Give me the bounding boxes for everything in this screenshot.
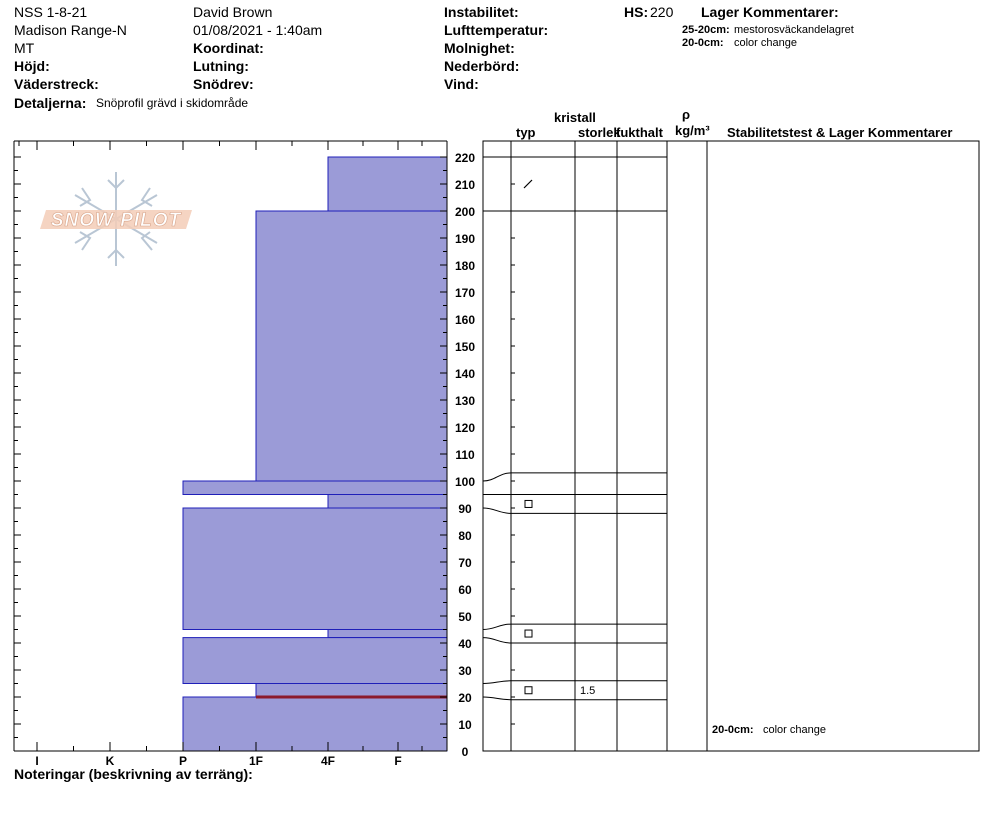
profile-name: NSS 1-8-21 [14,4,88,20]
storlek-header: storlek [578,125,621,140]
hardness-layer-3 [327,494,448,509]
koordinat-label: Koordinat: [193,40,264,56]
hs-label: HS: [624,4,649,20]
typ-header: typ [516,125,536,140]
hardness-layer-4 [182,507,448,630]
crystal-symbol-decomposing [523,179,533,189]
stability-note-text: color change [763,724,826,736]
layer-connector [482,623,512,630]
stability-header: Stabilitetstest & Lager Kommentarer [727,125,953,140]
layer-connector [482,507,512,514]
range-name: Madison Range-N [14,22,127,38]
hardness-label-P: P [179,754,187,768]
hs-value: 220 [650,4,674,20]
depth-label-210: 210 [455,178,475,192]
fukthalt-header: fukthalt [616,125,663,140]
depth-label-180: 180 [455,259,475,273]
depth-label-130: 130 [455,394,475,408]
layer-connector [482,680,512,684]
depth-label-60: 60 [458,583,472,597]
comment-text-1: mestorosväckandelagret [734,24,854,36]
hardness-layer-8 [182,696,448,752]
hojd-label: Höjd: [14,58,50,74]
state-name: MT [14,40,35,56]
detaljerna-value: Snöprofil grävd i skidområde [96,96,249,110]
depth-label-40: 40 [458,637,472,651]
lutning-label: Lutning: [193,58,249,74]
hardness-label-1F: 1F [249,754,263,768]
observer-name: David Brown [193,4,273,20]
depth-label-120: 120 [455,421,475,435]
depth-label-200: 200 [455,205,475,219]
rho-header: ρ [682,107,691,122]
depth-label-150: 150 [455,340,475,354]
hardness-layer-7 [255,683,448,698]
hardness-frame: I K P 1F 4F F [13,140,447,768]
depth-label-160: 160 [455,313,475,327]
snodrev-label: Snödrev: [193,76,254,92]
crystal-table-frame [482,140,980,752]
depth-label-190: 190 [455,232,475,246]
layer-connector [482,696,512,701]
depth-label-140: 140 [455,367,475,381]
vind-label: Vind: [444,76,479,92]
molnighet-label: Molnighet: [444,40,515,56]
vaderstreck-label: Väderstreck: [14,76,99,92]
crystal-symbol-faceted [524,629,533,638]
hardness-label-I: I [35,754,38,768]
depth-label-220: 220 [455,151,475,165]
detaljerna-label: Detaljerna: [14,95,87,111]
hardness-layer-1 [255,210,448,482]
depth-label-170: 170 [455,286,475,300]
hardness-layer-0 [327,156,448,212]
comment-depth-2: 20-0cm: [682,37,724,49]
depth-label-30: 30 [458,664,472,678]
depth-label-110: 110 [455,448,475,462]
density-unit-header: kg/m³ [675,123,710,138]
depth-label-80: 80 [458,529,472,543]
depth-label-0: 0 [462,745,469,759]
crystal-table [482,140,980,752]
hardness-layer-2 [182,480,448,495]
instabilitet-label: Instabilitet: [444,4,519,20]
layer-connector [482,472,512,482]
hardness-label-K: K [106,754,115,768]
depth-label-50: 50 [458,610,472,624]
lufttemperatur-label: Lufttemperatur: [444,22,549,38]
depth-ticks: 0 10 20 30 40 50 60 70 80 90 100 110 120 130 140 150 160… [14,141,475,759]
hardness-layer-5 [327,629,448,639]
noteringar-label: Noteringar (beskrivning av terräng): [14,766,253,782]
comment-text-2: color change [734,37,797,49]
depth-label-70: 70 [458,556,472,570]
hardness-layers [182,156,448,752]
lager-kommentarer-label: Lager Kommentarer: [701,4,839,20]
kristall-header: kristall [554,110,596,125]
layer-connector [482,637,512,644]
hardness-layer-6 [182,637,448,684]
depth-label-10: 10 [458,718,472,732]
crystal-symbol-faceted [524,686,533,695]
stability-note-depth: 20-0cm: [712,724,754,736]
comment-depth-1: 25-20cm: [682,24,730,36]
depth-label-20: 20 [458,691,472,705]
hardness-label-F: F [394,754,401,768]
depth-label-90: 90 [458,502,472,516]
nederbord-label: Nederbörd: [444,58,520,74]
hardness-label-4F: 4F [321,754,335,768]
crystal-symbol-faceted [524,499,533,508]
observation-datetime: 01/08/2021 - 1:40am [193,22,323,38]
depth-label-100: 100 [455,475,475,489]
grain-size-value: 1.5 [580,685,596,697]
